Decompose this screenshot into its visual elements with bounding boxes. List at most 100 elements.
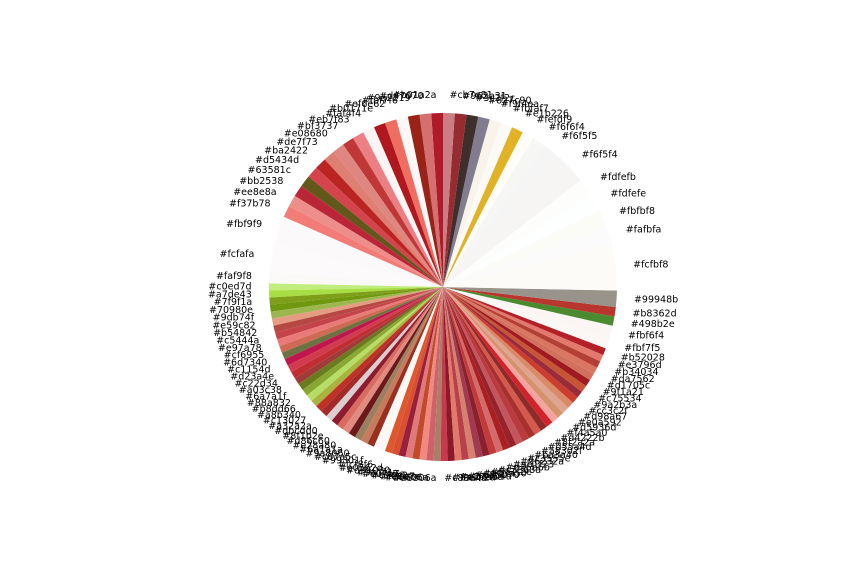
pie-slice-label: #b8404a [468, 471, 512, 482]
pie-slice-label: #ba2422 [264, 146, 308, 157]
pie-slice-label: #cb7e81 [450, 90, 493, 101]
pie-slice [269, 287, 443, 305]
pie-slice [443, 287, 573, 408]
pie-slice [405, 287, 443, 459]
pie-slice [396, 116, 443, 287]
pie-slice-label: #e97a78 [218, 343, 262, 354]
pie-slice [294, 186, 443, 287]
pie-slice [343, 287, 443, 434]
pie-slice [284, 287, 443, 366]
pie-slice [443, 287, 517, 448]
pie-slice-label: #d23a4e [230, 372, 274, 383]
pie-slice [407, 114, 443, 287]
pie-slice-label: #d0606a [385, 472, 429, 483]
pie-slice [391, 287, 443, 456]
pie-slice [279, 287, 443, 353]
pie-slice-label: #fbfbf8 [619, 206, 655, 217]
pie-slice-label: #b8362d [632, 309, 676, 320]
pie-slice-label: #96232a [520, 457, 564, 468]
pie-slice-label: #d5434d [255, 155, 299, 166]
pie-slice-label: #8a1a2a [452, 473, 496, 484]
pie-slice [443, 122, 513, 288]
pie-slice [443, 287, 497, 455]
pie-slice-label: #faf4f4 [325, 108, 361, 119]
pie-slice-label: #bb2538 [239, 176, 283, 187]
pie-slice-label: #d5936d [572, 423, 616, 434]
pie-slice [306, 287, 443, 401]
pie-slice-label: #fafbfa [626, 224, 662, 235]
pie-slice [273, 287, 443, 333]
pie-slice [443, 119, 502, 288]
pie-slice-label: #d98a67 [583, 412, 627, 423]
pie-slice [443, 287, 469, 460]
pie-slice [269, 243, 443, 287]
pie-slice [443, 287, 536, 439]
pie-slice [443, 210, 607, 287]
pie-slice-label: #b8dd66 [252, 404, 296, 415]
pie-slice-label: #498b2e [631, 319, 675, 330]
pie-slice [443, 287, 558, 423]
pie-slice-label: #c33a3a [498, 465, 541, 476]
pie-slice [443, 287, 490, 457]
pie-slice-label: #962b31 [462, 91, 506, 102]
pie-slice-label: #a8806a [393, 473, 437, 484]
pie-slice [443, 287, 594, 381]
pie-slice-label: #7f9f1a [214, 297, 253, 308]
pie-slice [361, 287, 443, 444]
pie-slice-label: #b54842 [213, 328, 257, 339]
pie-slice [288, 195, 443, 287]
pie-slice-label: #9a1f3a [357, 468, 398, 479]
pie-slice-label: #fefdf9 [536, 114, 572, 125]
pie-slice [443, 287, 462, 461]
pie-slice [294, 287, 443, 385]
pie-slice [443, 287, 569, 413]
pie-slice-label: #fbf9f9 [226, 219, 262, 230]
pie-slice-label: #9f1a21 [603, 387, 644, 398]
pie-slice-label: #e0a592 [578, 417, 622, 428]
pie-slice-label: #da7562 [611, 374, 655, 385]
pie-slice [443, 287, 591, 386]
pie-slice-label: #f08a7e [380, 472, 421, 483]
pie-slice-label: #d1705c [607, 381, 650, 392]
pie-slice [443, 116, 490, 287]
pie-slice-label: #cc3c2f [589, 406, 629, 417]
pie-slice [443, 287, 476, 460]
pie-slice [419, 287, 443, 461]
pie-slice [443, 287, 587, 392]
pie-slice-label: #c22d34 [235, 378, 278, 389]
pie-slice-label: #ab1f23 [513, 460, 554, 471]
pie-slice-label: #b34034 [614, 367, 658, 378]
pie-slice-label: #a03a50 [483, 469, 527, 480]
pie-slice [443, 287, 582, 398]
pie-slice [316, 287, 443, 412]
pie-slice-label: #fbf6f4 [628, 330, 664, 341]
pie-slice [443, 287, 610, 349]
pie-slice-label: #faf9f8 [216, 271, 252, 282]
pie-slice [291, 287, 443, 379]
pie-slice [443, 226, 612, 287]
pie-slice-label: #63581c [248, 165, 291, 176]
pie-slice-label: #827c90 [488, 96, 531, 107]
pie-slice [443, 287, 598, 374]
pie-slice-label: #c87a5c [314, 452, 356, 463]
pie-slices [269, 113, 617, 461]
pie-slice [287, 287, 443, 372]
pie-slice-label: #cf6955 [224, 350, 265, 361]
pie-slice-label: #9a2b3a [593, 400, 637, 411]
pie-slice [443, 138, 545, 287]
pie-slice-label: #e3796d [618, 360, 662, 371]
pie-slice-label: #d88070 [475, 470, 519, 481]
pie-slice-label: #9a2219 [367, 93, 411, 104]
pie-slice [311, 287, 443, 407]
pie-slice [308, 167, 443, 287]
pie-slice [373, 287, 443, 452]
pie-slice [269, 283, 443, 291]
pie-slice [337, 287, 443, 430]
pie-slice-label: #d4222b [560, 433, 604, 444]
pie-slice-label: #c1154d [227, 365, 270, 376]
pie-slice-label: #c83a4a [444, 473, 487, 484]
pie-slice-label: #ba3a40 [534, 450, 578, 461]
pie-slice [443, 287, 564, 418]
pie-slice [443, 194, 600, 287]
pie-slice-label: #a8302f [541, 446, 583, 457]
